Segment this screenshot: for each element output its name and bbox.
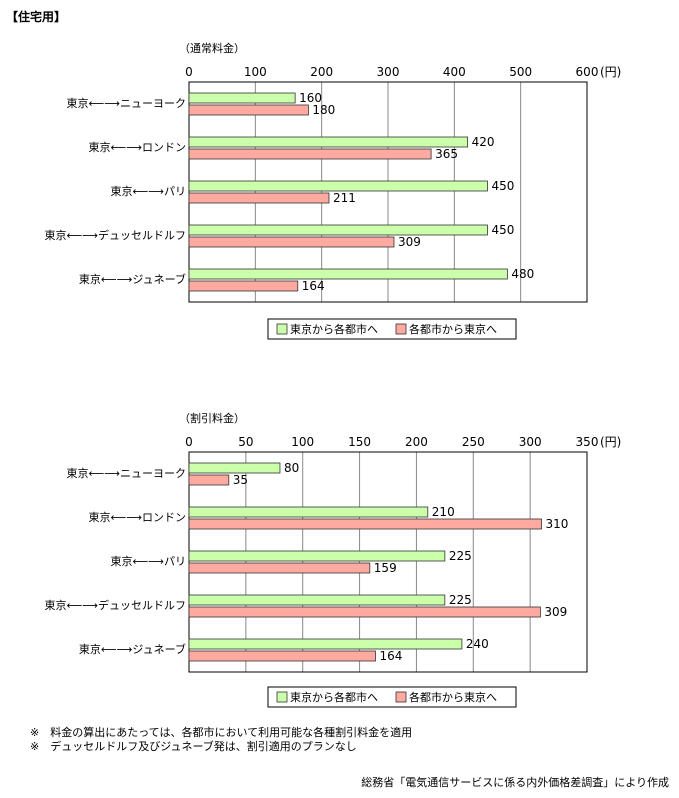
data-label: 365 [435,147,458,161]
category-label: 東京⟵⟶パリ [110,184,186,198]
data-label: 225 [449,549,472,563]
bar [188,594,446,606]
category-label: 東京⟵⟶デュッセルドルフ [44,598,186,612]
category-label: 東京⟵⟶ジュネーブ [79,272,186,286]
footnote-2: ※ デュッセルドルフ及びジュネーブ発は、割引適用のプランなし [30,740,357,753]
x-tick-label: 100 [244,65,267,79]
footnotes: ※ 料金の算出にあたっては、各都市において利用可能な各種割引料金を適用 ※ デュ… [30,726,412,754]
data-label: 420 [472,135,495,149]
bar [188,92,296,104]
bar [188,638,463,650]
data-label: 310 [546,517,569,531]
bar [188,474,230,486]
x-tick-label: 100 [291,435,314,449]
x-tick-label: 500 [509,65,532,79]
data-label: 450 [492,223,515,237]
legend-box [267,686,517,708]
legend-label: 各都市から東京へ [409,690,497,704]
bar [188,280,299,292]
x-tick-label: 300 [377,65,400,79]
bar [188,550,446,562]
data-label: 80 [284,461,299,475]
data-label: 211 [333,191,356,205]
data-label: 164 [302,279,325,293]
bar [188,462,281,474]
x-tick-label: 250 [462,435,485,449]
legend-label: 東京から各都市へ [290,322,378,336]
bar [188,268,508,280]
x-tick-label: 0 [185,65,193,79]
bar [188,562,371,574]
data-label: 240 [466,637,489,651]
legend-swatch [276,323,288,335]
data-label: 480 [511,267,534,281]
category-label: 東京⟵⟶デュッセルドルフ [44,228,186,242]
category-label: 東京⟵⟶ニューヨーク [66,96,186,110]
category-label: 東京⟵⟶ロンドン [88,140,186,154]
bar [188,650,376,662]
legend-label: 東京から各都市へ [290,690,378,704]
data-label: 309 [398,235,421,249]
data-label: 309 [544,605,567,619]
x-tick-label: 50 [238,435,253,449]
data-label: 225 [449,593,472,607]
page-heading: 【住宅用】 [6,10,67,24]
plot-frame [188,81,588,303]
bar [188,136,469,148]
legend-swatch [395,691,407,703]
x-axis-unit: (円) [600,65,621,79]
data-label: 210 [432,505,455,519]
chart-title: （割引料金） [179,411,245,425]
bar [188,506,429,518]
data-label: 159 [374,561,397,575]
category-label: 東京⟵⟶ジュネーブ [79,642,186,656]
data-label: 450 [492,179,515,193]
plot-frame [188,451,588,673]
category-label: 東京⟵⟶パリ [110,554,186,568]
bar [188,148,432,160]
x-axis-unit: (円) [600,435,621,449]
bar [188,192,330,204]
bar [188,104,309,116]
data-label: 164 [379,649,402,663]
data-label: 180 [312,103,335,117]
x-tick-label: 200 [405,435,428,449]
x-tick-label: 400 [443,65,466,79]
x-tick-label: 200 [310,65,333,79]
legend-box [267,318,517,340]
charts-canvas: （通常料金）0 100 200 300 400 500 600 (円)東京⟵⟶ニューヨーク 16… [44,41,621,708]
bar [188,518,542,530]
source-note: 総務省「電気通信サービスに係る内外価格差調査」により作成 [361,776,669,789]
data-label: 160 [299,91,322,105]
x-tick-label: 0 [185,435,193,449]
category-label: 東京⟵⟶ロンドン [88,510,186,524]
footnote-1: ※ 料金の算出にあたっては、各都市において利用可能な各種割引料金を適用 [30,726,413,739]
legend-swatch [276,691,288,703]
category-label: 東京⟵⟶ニューヨーク [66,466,186,480]
legend-label: 各都市から東京へ [409,322,497,336]
bar [188,180,488,192]
chart-title: （通常料金） [179,41,245,55]
bar [188,224,488,236]
bar [188,236,395,248]
x-tick-label: 600 [576,65,599,79]
legend-swatch [395,323,407,335]
x-tick-label: 300 [519,435,542,449]
x-tick-label: 350 [576,435,599,449]
x-tick-label: 150 [348,435,371,449]
data-label: 35 [233,473,248,487]
bar [188,606,541,618]
